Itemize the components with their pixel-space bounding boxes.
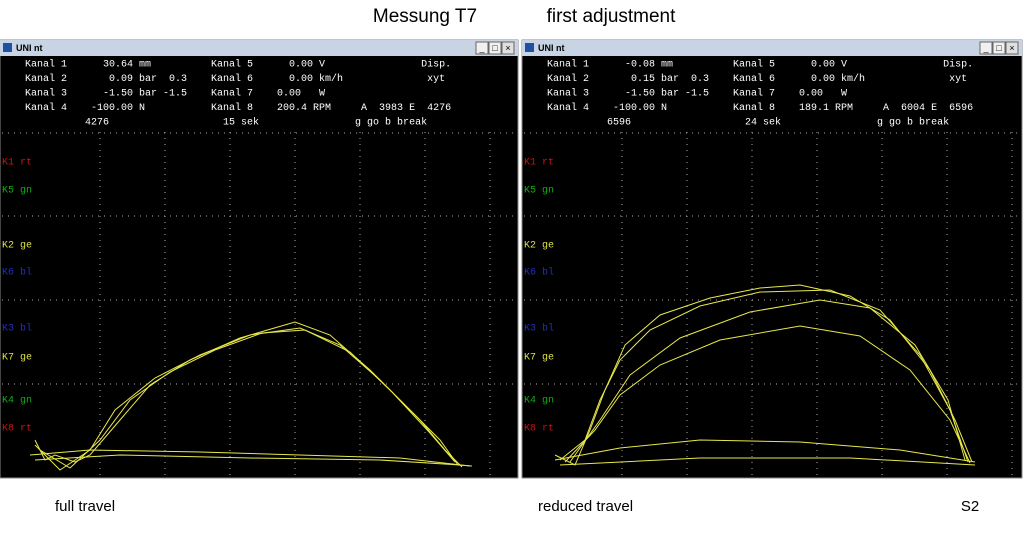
- window-button-icon: _: [982, 43, 989, 53]
- channel-label: K4 gn: [524, 396, 554, 407]
- channel-label: K1 rt: [524, 158, 554, 169]
- caption: S2: [961, 498, 979, 515]
- channel-label: K8 rt: [524, 424, 554, 435]
- channel-label: K4 gn: [2, 396, 32, 407]
- caption: reduced travel: [538, 498, 633, 515]
- app-icon: [3, 43, 12, 52]
- channel-label: K2 ge: [524, 241, 554, 252]
- subtitle: first adjustment: [547, 6, 677, 27]
- window-button-icon: □: [996, 43, 1002, 53]
- window-button-icon: □: [492, 43, 498, 53]
- window-button[interactable]: [488, 41, 502, 55]
- channel-label: K7 ge: [524, 353, 554, 364]
- window-title: UNI nt: [16, 43, 43, 53]
- channel-label: K2 ge: [2, 241, 32, 252]
- window-button[interactable]: [501, 41, 515, 55]
- channel-label: K5 gn: [524, 186, 554, 197]
- app-icon: [525, 43, 534, 52]
- window-button[interactable]: [475, 41, 489, 55]
- channel-label: K6 bl: [524, 267, 554, 279]
- title: Messung T7: [373, 6, 477, 27]
- title-bar: [0, 40, 518, 56]
- channel-label: K5 gn: [2, 186, 32, 197]
- readout-line: Kanal 2 0.09 bar 0.3 Kanal 6 0.00 km/h x…: [25, 73, 445, 85]
- readout-line: Kanal 3 -1.50 bar -1.5 Kanal 7 0.00 W: [25, 88, 325, 100]
- channel-label: K3 bl: [524, 323, 554, 335]
- readout-line: Kanal 2 0.15 bar 0.3 Kanal 6 0.00 km/h x…: [547, 73, 967, 85]
- window-frame: [521, 39, 1023, 479]
- channel-label: K3 bl: [2, 323, 32, 335]
- window-button[interactable]: [992, 41, 1006, 55]
- channel-label: K8 rt: [2, 424, 32, 435]
- window-button-icon: ×: [1009, 43, 1014, 53]
- window: UNI nt _ □ × Kanal 1 -0.08 mm Kanal 5 0.00 V…: [521, 39, 1023, 479]
- caption: full travel: [55, 498, 115, 515]
- readout-line: 6596 24 sek g go b break: [547, 117, 949, 129]
- channel-label: K6 bl: [2, 267, 32, 279]
- channel-label: K7 ge: [2, 353, 32, 364]
- channel-label: K1 rt: [2, 158, 32, 169]
- window-button-icon: _: [478, 43, 485, 53]
- readout-line: Kanal 4 -100.00 N Kanal 8 189.1 RPM A 60…: [547, 102, 973, 114]
- traces: [29, 321, 473, 471]
- window: UNI nt _ □ × Kanal 1 30.64 mm Kanal 5 0.00 V…: [0, 39, 519, 479]
- window-button-icon: ×: [505, 43, 510, 53]
- readout-line: 4276 15 sek g go b break: [25, 117, 427, 129]
- title-bar: [522, 40, 1022, 56]
- window-button[interactable]: [1005, 41, 1019, 55]
- traces: [554, 284, 976, 466]
- window-title: UNI nt: [538, 43, 565, 53]
- readout-line: Kanal 1 30.64 mm Kanal 5 0.00 V Disp.: [25, 59, 451, 71]
- readout-line: Kanal 1 -0.08 mm Kanal 5 0.00 V Disp.: [547, 59, 973, 71]
- readout-line: Kanal 4 -100.00 N Kanal 8 200.4 RPM A 39…: [25, 102, 451, 114]
- window-button[interactable]: [979, 41, 993, 55]
- window-frame: [0, 39, 519, 479]
- readout-line: Kanal 3 -1.50 bar -1.5 Kanal 7 0.00 W: [547, 88, 847, 100]
